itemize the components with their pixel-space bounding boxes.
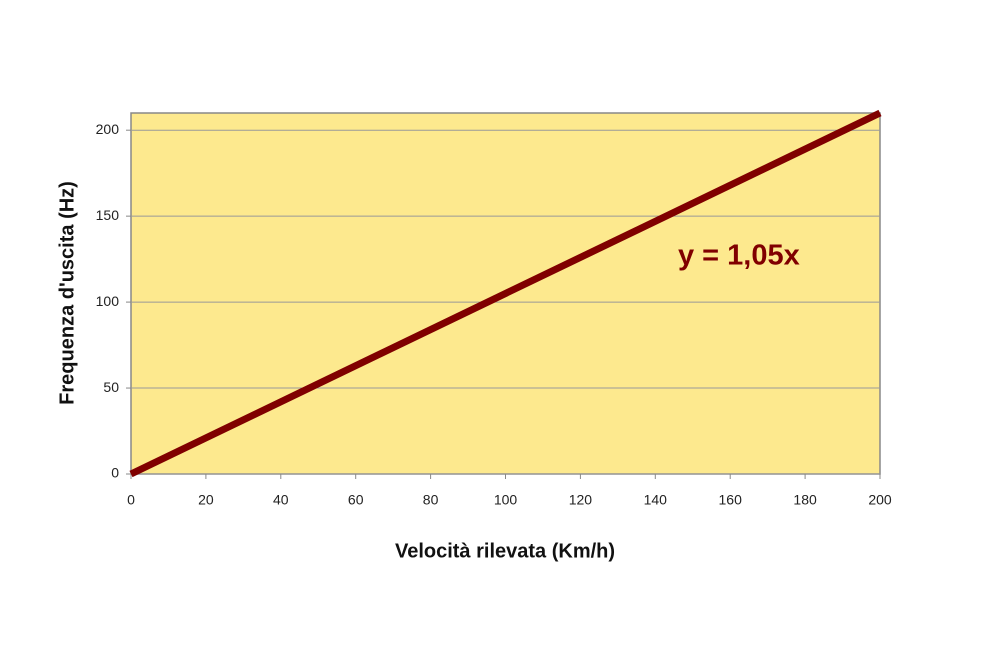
x-tick-label: 20 <box>198 492 214 508</box>
data-line <box>129 109 882 478</box>
x-tick-label: 0 <box>127 492 135 508</box>
x-tick-label: 100 <box>494 492 518 508</box>
x-tick-label: 160 <box>719 492 743 508</box>
x-tick-label: 40 <box>273 492 289 508</box>
x-axis-title: Velocità rilevata (Km/h) <box>395 540 615 562</box>
y-tick-label: 50 <box>103 379 119 395</box>
x-tick-label: 140 <box>644 492 668 508</box>
x-tick-label: 200 <box>868 492 892 508</box>
x-tick-label: 80 <box>423 492 439 508</box>
y-axis-title: Frequenza d'uscita (Hz) <box>56 181 78 405</box>
annotation: y = 1,05x <box>678 240 800 272</box>
y-tick-label: 0 <box>111 465 119 481</box>
y-tick-label: 100 <box>96 293 120 309</box>
y-tick-label: 150 <box>96 207 120 223</box>
x-tick-label: 120 <box>569 492 593 508</box>
x-tick-label: 180 <box>793 492 817 508</box>
x-tick-label: 60 <box>348 492 364 508</box>
y-tick-label: 200 <box>96 121 120 137</box>
